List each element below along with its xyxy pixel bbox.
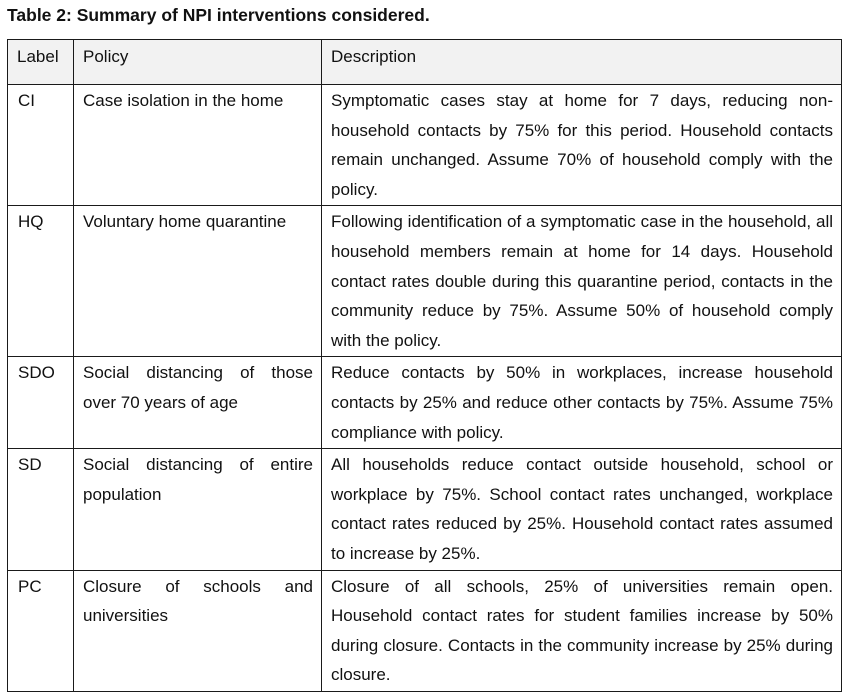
table-row: SDO Social distancing of those over 70 y…	[7, 356, 842, 450]
table-body: CI Case isolation in the home Symptomati…	[7, 83, 842, 692]
table-row: SD Social distancing of entire populatio…	[7, 448, 842, 571]
row-policy: Social distancing of those over 70 years…	[73, 356, 322, 450]
row-label: PC	[7, 569, 74, 692]
row-policy: Case isolation in the home	[73, 83, 322, 207]
table-row: HQ Voluntary home quarantine Following i…	[7, 205, 842, 358]
row-label: SDO	[7, 356, 74, 450]
row-policy: Closure of schools and universities	[73, 569, 322, 692]
row-label: CI	[7, 83, 74, 207]
column-header-label: Label	[7, 39, 74, 85]
row-label: SD	[7, 448, 74, 571]
row-label: HQ	[7, 205, 74, 358]
row-description: Following identification of a symptomati…	[321, 205, 842, 358]
row-description: Reduce contacts by 50% in workplaces, in…	[321, 356, 842, 450]
row-policy: Voluntary home quarantine	[73, 205, 322, 358]
table-row: CI Case isolation in the home Symptomati…	[7, 83, 842, 207]
table-header: Label Policy Description	[7, 39, 842, 85]
column-header-description: Description	[321, 39, 842, 85]
row-description: Symptomatic cases stay at home for 7 day…	[321, 83, 842, 207]
table-caption: Table 2: Summary of NPI interventions co…	[7, 5, 430, 25]
row-policy: Social distancing of entire population	[73, 448, 322, 571]
header-row: Label Policy Description	[7, 39, 842, 85]
column-header-policy: Policy	[73, 39, 322, 85]
npi-interventions-table: Label Policy Description CI Case isolati…	[7, 39, 842, 692]
row-description: All households reduce contact outside ho…	[321, 448, 842, 571]
row-description: Closure of all schools, 25% of universit…	[321, 569, 842, 692]
table-row: PC Closure of schools and universities C…	[7, 569, 842, 692]
